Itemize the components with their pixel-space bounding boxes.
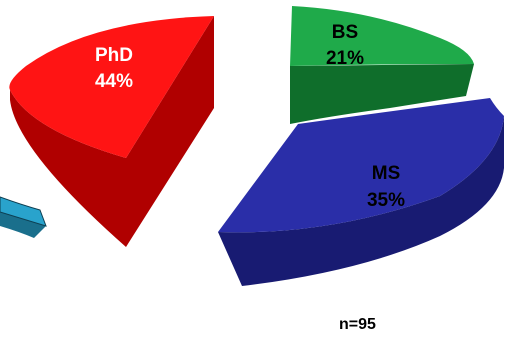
slice-blue [0,196,47,227]
label-ms-pct: 35% [367,190,405,211]
label-ms: MS [372,163,401,184]
label-bs-pct: 21% [326,48,364,69]
slice-phd-side [10,16,214,247]
sample-size-annotation: n=95 [339,316,376,333]
slice-ms [218,98,504,233]
slice-phd [9,16,215,158]
label-bs: BS [332,22,358,43]
label-phd-pct: 44% [95,71,133,92]
slice-bs-side [290,64,474,124]
slice-bs [290,6,474,66]
slice-ms-side [218,116,504,286]
label-phd: PhD [95,45,133,66]
